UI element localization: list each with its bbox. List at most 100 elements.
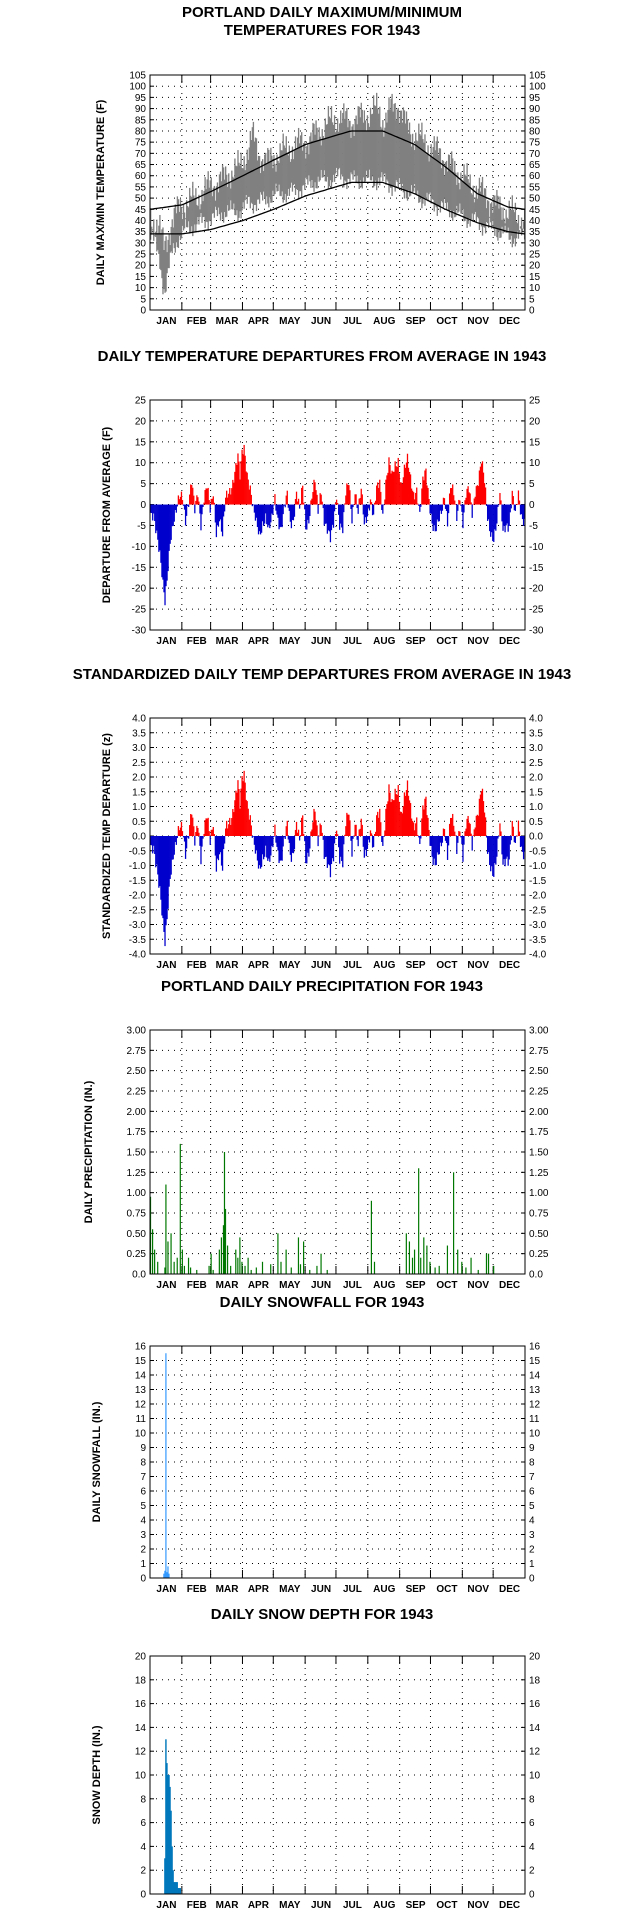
below-average-bar — [150, 504, 152, 513]
below-average-bar — [435, 836, 437, 866]
y-tick-label: 3.0 — [132, 743, 146, 754]
above-average-bar — [406, 780, 409, 836]
temp-range-bar — [194, 198, 196, 225]
below-average-bar — [252, 836, 255, 837]
above-average-bar — [243, 770, 245, 836]
above-average-bar — [390, 473, 392, 505]
below-average-bar — [328, 836, 331, 866]
above-average-bar — [408, 800, 411, 836]
below-average-bar — [383, 836, 385, 837]
above-average-bar — [405, 462, 408, 505]
y-tick-label-right: 1.75 — [529, 1127, 549, 1138]
temp-range-bar — [499, 196, 501, 238]
above-average-bar — [424, 798, 426, 836]
y-tick-label-right: 6 — [529, 1487, 535, 1498]
value-bar — [220, 1237, 223, 1274]
below-average-bar — [456, 504, 458, 521]
below-average-bar — [156, 504, 158, 531]
temp-range-bar — [190, 195, 192, 232]
month-label: AUG — [373, 960, 395, 971]
above-average-bar — [206, 488, 208, 505]
below-average-bar — [438, 836, 440, 855]
temp-range-bar — [332, 124, 335, 175]
below-average-bar — [269, 836, 271, 862]
below-average-bar — [439, 836, 442, 843]
month-label: MAY — [279, 1280, 301, 1288]
below-average-bar — [461, 836, 463, 844]
above-average-bar — [518, 831, 521, 836]
below-average-bar — [495, 836, 497, 865]
above-average-bar — [370, 502, 373, 505]
y-tick-label: 9 — [140, 1443, 146, 1454]
below-average-bar — [352, 836, 354, 839]
temp-range-bar — [370, 114, 373, 181]
value-bar — [465, 1267, 467, 1274]
temp-range-bar — [512, 209, 514, 244]
temp-range-bar — [294, 136, 297, 196]
value-bar — [487, 1253, 490, 1274]
below-average-bar — [201, 836, 203, 847]
below-average-bar — [325, 504, 327, 524]
above-average-bar — [448, 493, 451, 505]
above-average-bar — [192, 817, 194, 836]
value-bar — [167, 1566, 169, 1578]
above-average-bar — [373, 502, 376, 505]
below-average-bar — [273, 504, 275, 506]
below-average-bar — [171, 836, 173, 860]
y-tick-label: 0 — [140, 306, 146, 317]
below-average-bar — [202, 504, 204, 507]
temp-range-bar — [388, 97, 390, 193]
below-average-bar — [435, 504, 437, 532]
temp-range-bar — [441, 160, 444, 203]
above-average-bar — [233, 482, 235, 505]
below-average-bar — [265, 836, 267, 846]
temp-range-bar — [265, 152, 267, 205]
below-average-bar — [339, 504, 341, 530]
above-average-bar — [481, 461, 484, 505]
below-average-bar — [183, 836, 186, 842]
below-average-bar — [492, 504, 494, 542]
value-bar — [174, 1882, 176, 1894]
temp-range-bar — [349, 120, 351, 185]
value-bar — [280, 1261, 282, 1274]
below-average-bar — [272, 836, 274, 848]
below-average-bar — [460, 504, 462, 506]
above-average-bar — [515, 504, 518, 505]
y-tick-label-right: 100 — [529, 82, 546, 93]
y-tick-label-right: -15 — [529, 563, 544, 574]
below-average-bar — [520, 504, 523, 515]
above-average-bar — [348, 814, 350, 836]
precipitation-chart: 0.0 0.0 0.25 0.25 0.50 0.50 0.75 0.75 1.00 1.00 1.… — [83, 1026, 549, 1289]
below-average-bar — [161, 504, 163, 578]
above-average-bar — [405, 790, 408, 836]
above-average-bar — [231, 488, 233, 505]
temp-range-bar — [251, 127, 254, 204]
below-average-bar — [283, 836, 285, 838]
temp-range-bar — [407, 133, 410, 191]
temp-range-bar — [378, 113, 380, 178]
y-tick-label: 1.0 — [132, 802, 146, 813]
below-average-bar — [251, 504, 253, 507]
above-average-bar — [250, 494, 252, 505]
below-average-bar — [172, 836, 174, 860]
value-bar — [247, 1257, 249, 1274]
value-bar — [151, 1229, 154, 1274]
value-bar — [370, 1200, 373, 1274]
above-average-bar — [407, 795, 410, 836]
value-bar — [196, 1269, 198, 1274]
above-average-bar — [335, 499, 338, 505]
above-average-bar — [466, 818, 468, 836]
below-average-bar — [504, 504, 506, 533]
y-tick-label: 15 — [135, 272, 147, 283]
below-average-bar — [502, 836, 504, 865]
temp-range-bar — [351, 126, 353, 175]
above-average-bar — [348, 485, 350, 505]
temp-range-bar — [465, 176, 467, 217]
below-average-bar — [287, 836, 289, 840]
temp-range-bar — [493, 195, 495, 230]
below-average-bar — [298, 504, 301, 509]
above-average-bar — [477, 815, 480, 836]
temp-range-bar — [434, 150, 436, 206]
below-average-bar — [510, 836, 512, 841]
temp-range-bar — [252, 121, 255, 214]
